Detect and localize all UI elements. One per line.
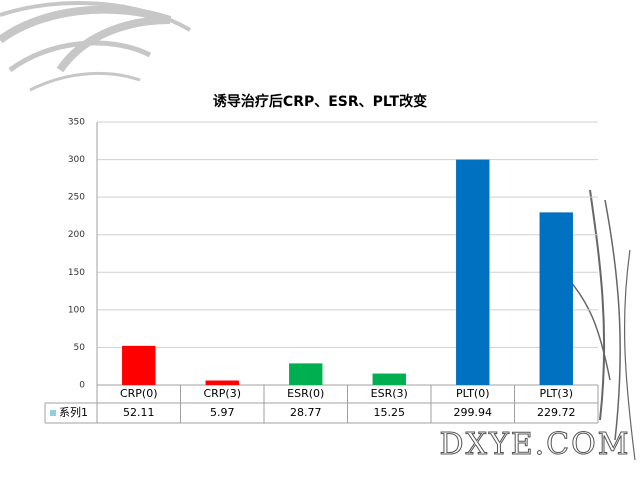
table-value: 28.77 [290, 406, 322, 419]
y-tick-label: 150 [68, 268, 85, 278]
x-tick-label: CRP(3) [203, 387, 241, 400]
y-tick-label: 200 [68, 230, 85, 240]
table-value: 229.72 [537, 406, 576, 419]
bar [205, 380, 239, 385]
x-tick-label: PLT(0) [456, 387, 490, 400]
table-value: 52.11 [123, 406, 155, 419]
x-tick-label: CRP(0) [120, 387, 158, 400]
y-tick-label: 50 [74, 343, 86, 353]
bar [372, 373, 406, 385]
bar [539, 212, 573, 385]
y-tick-label: 0 [79, 381, 85, 391]
y-tick-label: 100 [68, 305, 85, 315]
y-tick-label: 250 [68, 193, 85, 203]
legend-key [50, 410, 56, 416]
x-tick-label: PLT(3) [539, 387, 573, 400]
bar [289, 363, 323, 385]
table-value: 5.97 [210, 406, 235, 419]
y-tick-label: 300 [68, 155, 85, 165]
y-tick-label: 350 [68, 118, 85, 128]
table-value: 15.25 [374, 406, 406, 419]
chart-title: 诱导治疗后CRP、ESR、PLT改变 [213, 93, 427, 110]
table-value: 299.94 [454, 406, 493, 419]
x-tick-label: ESR(3) [371, 387, 408, 400]
bar [456, 159, 490, 385]
bar [122, 345, 156, 385]
legend-label: 系列1 [59, 405, 88, 419]
watermark: DXYE.COM [440, 427, 631, 462]
x-tick-label: ESR(0) [287, 387, 324, 400]
decor-swirl [0, 1, 192, 92]
